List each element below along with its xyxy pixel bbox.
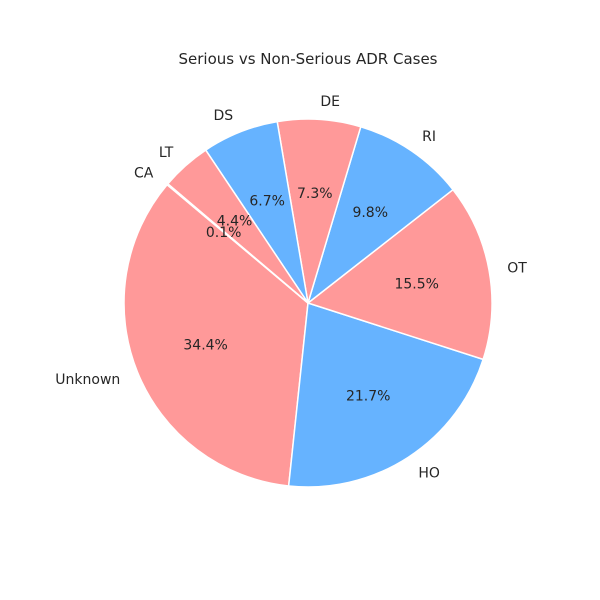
- slice-label-de: DE: [320, 94, 340, 110]
- slice-label-ds: DS: [213, 108, 233, 124]
- pct-label-ho: 21.7%: [346, 389, 390, 405]
- pct-label-lt: 4.4%: [217, 214, 253, 230]
- pie-slice-ho: [287, 302, 484, 488]
- percentage-labels: 34.4% 21.7% 15.5% 9.8% 7.3% 6.7% 4.4%0.1%: [183, 186, 439, 405]
- slice-label-ho: HO: [418, 466, 440, 482]
- pct-label-ri: 9.8%: [352, 205, 388, 221]
- slice-label-ca: CA: [134, 165, 154, 181]
- slice-label-lt: LT: [159, 145, 174, 161]
- slice-label-unknown: Unknown: [55, 372, 120, 388]
- pct-label-ot: 15.5%: [394, 277, 438, 293]
- slice-label-ot: OT: [507, 261, 527, 277]
- slice-labels: Unknown HO OT RI DE DS LT CA: [55, 94, 527, 482]
- pct-label-de: 7.3%: [297, 186, 333, 202]
- pie-slice-ot: [307, 188, 493, 361]
- chart-title: Serious vs Non-Serious ADR Cases: [178, 50, 437, 68]
- pct-label-unknown: 34.4%: [183, 337, 227, 353]
- pct-label-ds: 6.7%: [249, 193, 285, 209]
- pie-slice-ca: [166, 183, 309, 304]
- pie-slice-unknown: [123, 183, 309, 487]
- pie-wedges: [123, 118, 493, 488]
- slice-label-ri: RI: [422, 129, 436, 145]
- pie-slice-ri: [307, 125, 454, 304]
- pct-label-ca: 0.1%: [206, 225, 242, 241]
